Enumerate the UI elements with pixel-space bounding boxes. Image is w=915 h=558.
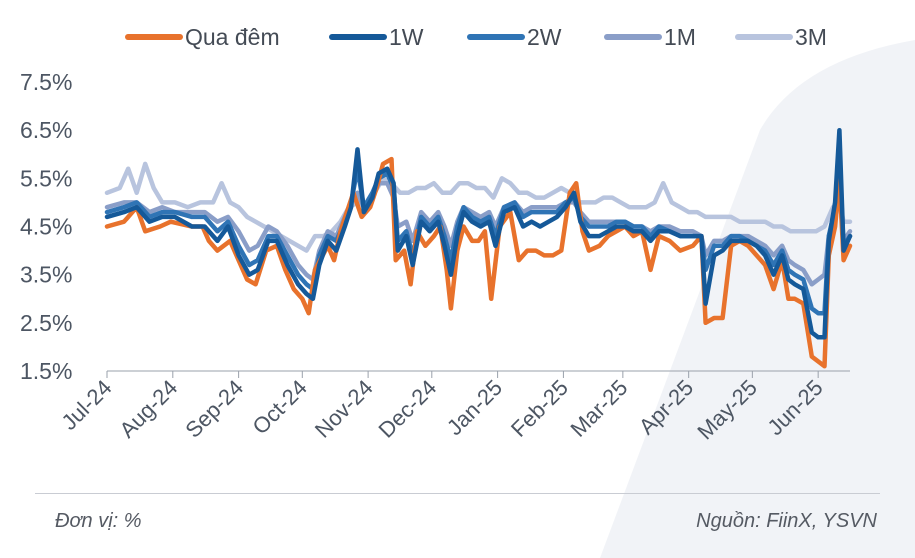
x-tick-label: Jun-25: [762, 375, 827, 440]
series-line-3m: [104, 161, 853, 253]
y-tick-label: 6.5%: [20, 117, 72, 143]
x-tick-label: Mar-25: [565, 375, 632, 442]
series-line-1w: [104, 127, 853, 340]
source-note: Nguồn: FiinX, YSVN: [696, 510, 877, 532]
x-tick-label: Sep-24: [180, 375, 248, 443]
legend-label-1m: 1M: [664, 24, 696, 50]
y-tick-label: 4.5%: [20, 214, 72, 240]
x-tick-label: Apr-25: [634, 375, 698, 439]
y-tick-label: 2.5%: [20, 310, 72, 336]
unit-note: Đơn vị: %: [55, 510, 142, 532]
x-tick-label: Oct-24: [247, 375, 311, 439]
footer-divider: [35, 493, 880, 494]
line-chart: Qua đêm 1W 2W 1M 3M 7.5% 6.5% 5.5% 4.5% 3.5% 2.5%…: [20, 24, 853, 445]
legend-label-3m: 3M: [795, 24, 827, 50]
chart-legend: Qua đêm 1W 2W 1M 3M: [125, 24, 827, 50]
legend-label-qua-dem: Qua đêm: [185, 24, 280, 50]
y-tick-label: 5.5%: [20, 165, 72, 191]
legend-label-2w: 2W: [527, 24, 562, 50]
y-tick-label: 1.5%: [20, 358, 72, 384]
series-line-1m: [104, 180, 853, 287]
x-tick-label: Nov-24: [310, 375, 378, 443]
y-tick-label: 7.5%: [20, 69, 72, 95]
x-tick-label: Feb-25: [506, 375, 573, 442]
y-axis-ticks: 7.5% 6.5% 5.5% 4.5% 3.5% 2.5% 1.5%: [20, 69, 72, 384]
x-tick-label: Jan-25: [442, 375, 507, 440]
y-tick-label: 3.5%: [20, 262, 72, 288]
plot-lines: [104, 127, 853, 369]
x-tick-label: Dec-24: [374, 375, 442, 443]
x-tick-label: Aug-24: [114, 375, 182, 443]
x-tick-label: May-25: [692, 375, 762, 445]
legend-label-1w: 1W: [389, 24, 424, 50]
